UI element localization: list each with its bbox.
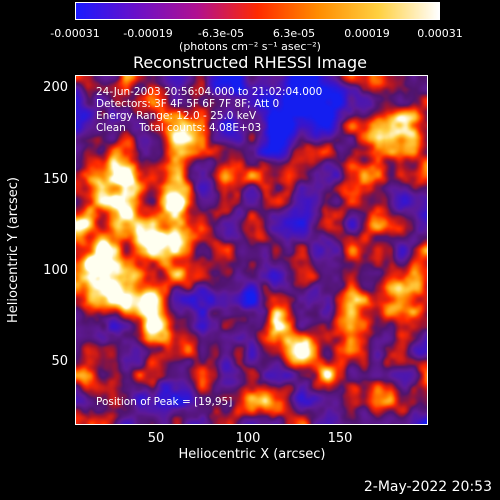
image-plot: 24-Jun-2003 20:56:04.000 to 21:02:04.000…: [75, 75, 428, 425]
y-axis-label: Heliocentric Y (arcsec): [6, 177, 21, 323]
colorbar-units: (photons cm⁻² s⁻¹ asec⁻²): [179, 40, 321, 53]
info-counts: Clean Total counts: 4.08E+03: [96, 122, 262, 134]
y-tick: 50: [51, 354, 68, 369]
rhessi-image: [76, 76, 427, 424]
colorbar-tick: -0.00019: [123, 27, 173, 40]
peak-position-label: Position of Peak = [19,95]: [96, 396, 233, 408]
colorbar-tick: -0.00031: [50, 27, 100, 40]
info-detectors: Detectors: 3F 4F 5F 6F 7F 8F; Att 0: [96, 98, 280, 110]
x-tick: 150: [327, 431, 353, 446]
info-energy: Energy Range: 12.0 - 25.0 keV: [96, 110, 257, 122]
x-axis-label: Heliocentric X (arcsec): [178, 447, 326, 462]
colorbar-tick: 0.00019: [344, 27, 390, 40]
info-date: 24-Jun-2003 20:56:04.000 to 21:02:04.000: [96, 86, 323, 98]
colorbar: [75, 2, 440, 20]
colorbar-tick: -6.3e-05: [197, 27, 245, 40]
colorbar-tick: 6.3e-05: [272, 27, 316, 40]
y-tick: 200: [43, 80, 68, 95]
timestamp: 2-May-2022 20:53: [363, 479, 492, 495]
x-tick: 50: [147, 431, 165, 446]
y-tick: 150: [43, 172, 68, 187]
y-tick: 100: [43, 263, 68, 278]
colorbar-tick: 0.00031: [417, 27, 463, 40]
plot-title: Reconstructed RHESSI Image: [133, 53, 367, 72]
x-tick: 100: [235, 431, 261, 446]
